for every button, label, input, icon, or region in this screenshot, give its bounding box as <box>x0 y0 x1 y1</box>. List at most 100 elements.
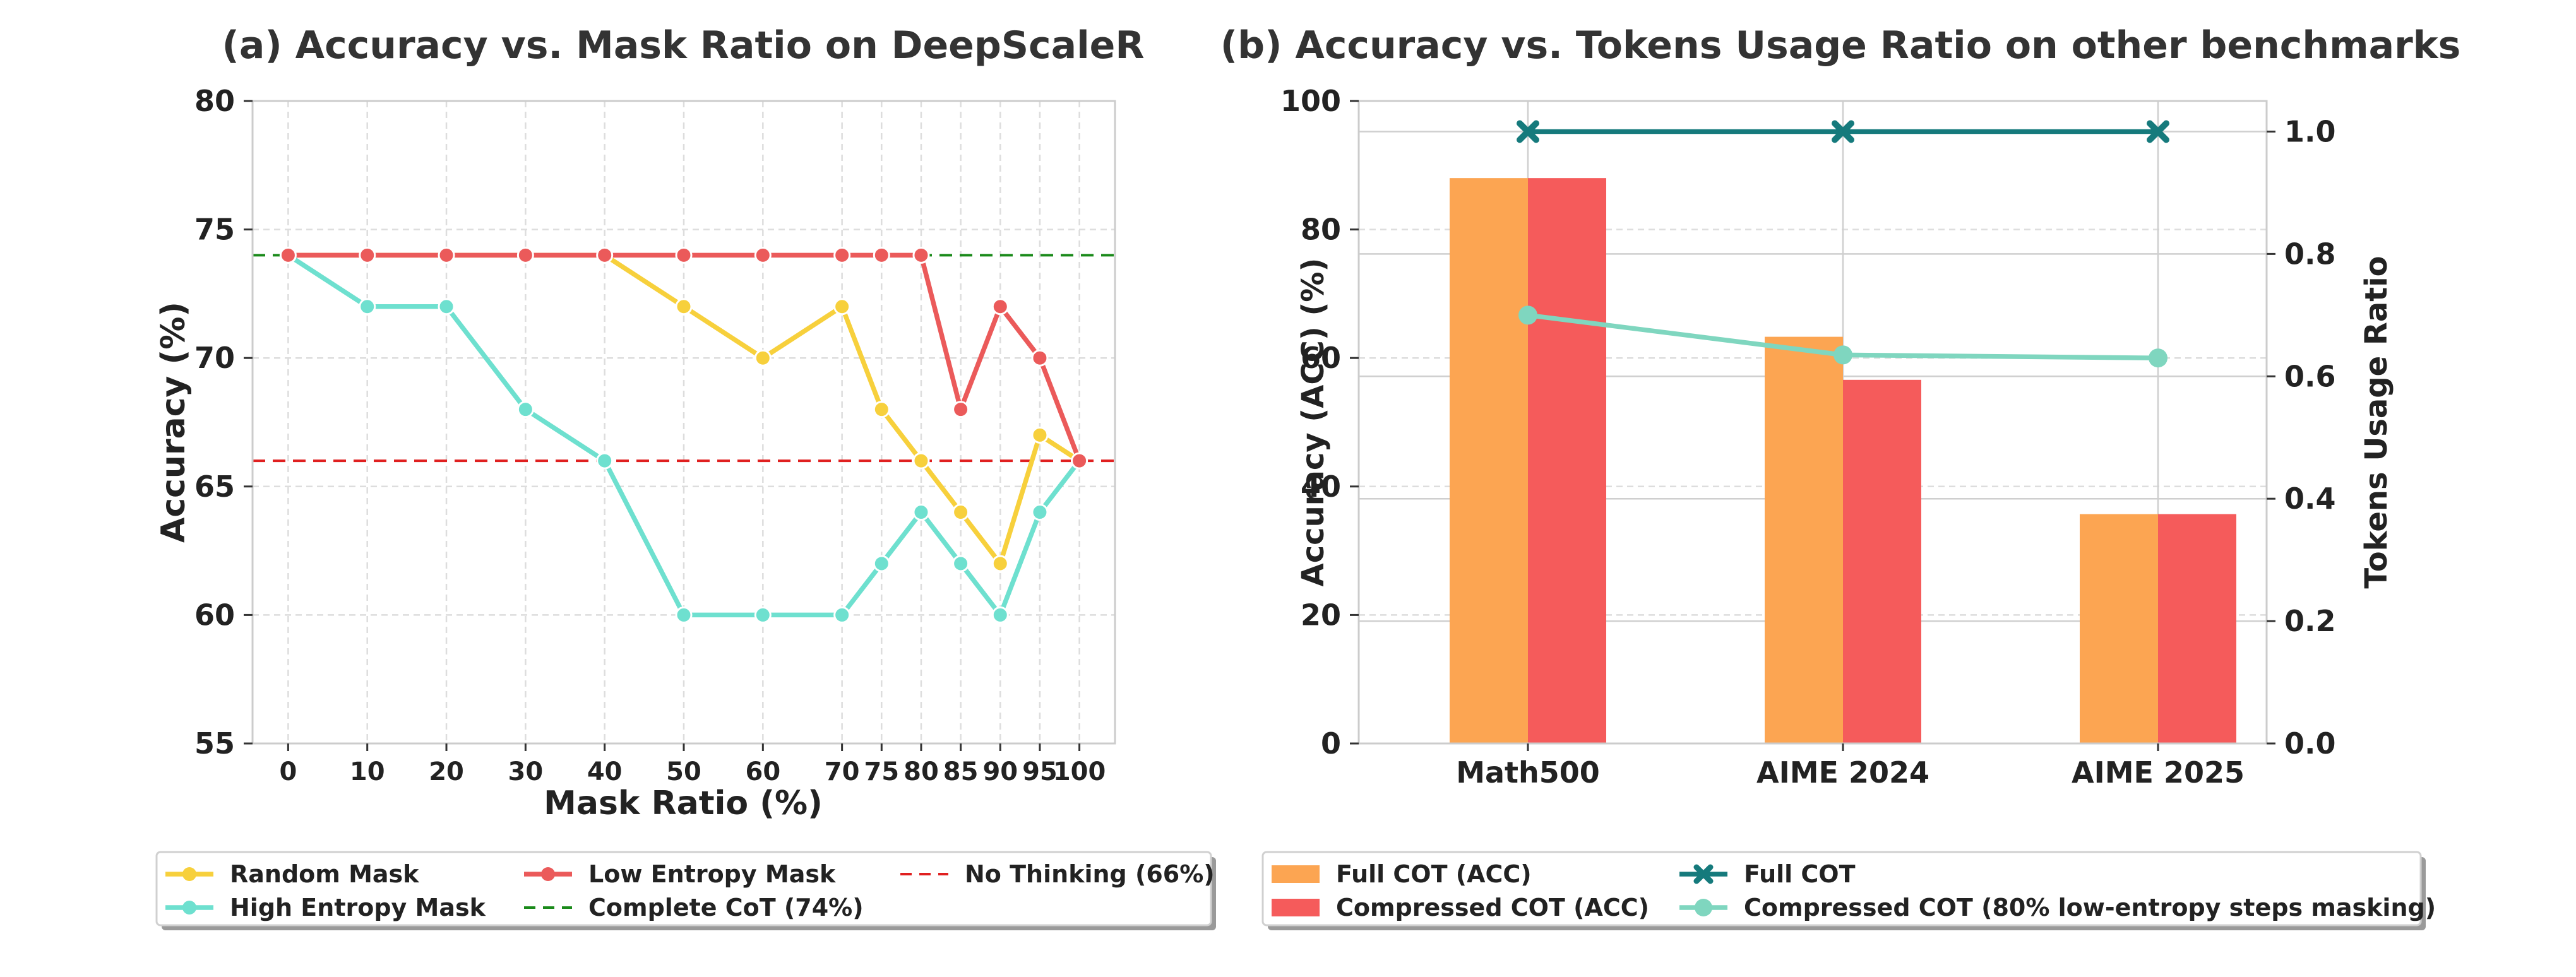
legend-item: Complete CoT (74%) <box>524 894 864 921</box>
panel-b-x-ticks: Math500 AIME 2024 AIME 2025 <box>1456 743 2245 790</box>
data-point-random-mask <box>675 298 693 316</box>
panel-a-x-tick-label: 85 <box>943 757 979 786</box>
data-point-low-entropy-mask <box>873 246 890 264</box>
panel-b-y-axis-label-left: Accuracy (ACC) (%) <box>1296 258 1331 587</box>
legend-swatch-full-cot-acc <box>1272 865 1320 883</box>
legend-marker-full-cot <box>1693 864 1714 884</box>
legend-item: Full COT <box>1679 860 1856 888</box>
panel-b-y-tick-label-right: 0.8 <box>2284 237 2336 271</box>
data-point-high-entropy-mask <box>912 504 930 521</box>
panel-a-x-tick-label: 0 <box>279 757 297 786</box>
data-point-low-entropy-mask <box>438 246 455 264</box>
panel-a-y-tick-label: 75 <box>194 213 235 247</box>
panel-b-frame <box>1357 100 2268 745</box>
panel-b-title: (b) Accuracy vs. Tokens Usage Ratio on o… <box>1220 23 2461 68</box>
bar-compressed-cot-acc-aime-2025 <box>2158 514 2236 743</box>
data-point-random-mask <box>873 401 890 418</box>
data-point-low-entropy-mask <box>675 246 693 264</box>
panel-a-x-axis-label: Mask Ratio (%) <box>544 785 823 822</box>
panel-a-x-tick-label: 80 <box>903 757 939 786</box>
bar-full-cot-acc-aime-2024 <box>1765 336 1843 743</box>
legend-marker-high-entropy-mask <box>182 901 196 915</box>
data-point-high-entropy-mask <box>833 606 851 624</box>
data-point-random-mask <box>754 349 772 367</box>
bar-full-cot-acc-aime-2025 <box>2080 514 2158 743</box>
legend-label: Random Mask <box>230 860 419 888</box>
data-point-full-cot <box>1517 120 1539 143</box>
panel-b-y-ticks-left: 0 20 40 60 80 100 <box>1280 84 1359 761</box>
panel-a-x-tick-label: 40 <box>587 757 623 786</box>
panel-a-y-tick-label: 65 <box>194 470 235 504</box>
panel-b-y-tick-label-right: 1.0 <box>2284 114 2336 148</box>
legend-swatch-compressed-cot-acc <box>1272 899 1320 916</box>
data-point-low-entropy-mask <box>596 246 614 264</box>
panel-b-y-axis-label-right: Tokens Usage Ratio <box>2359 256 2394 588</box>
panel-a-x-tick-label: 90 <box>982 757 1018 786</box>
data-point-low-entropy-mask <box>1071 452 1088 470</box>
data-point-random-mask <box>912 452 930 470</box>
legend-marker-low-entropy-mask <box>541 867 555 881</box>
data-point-low-entropy-mask <box>912 246 930 264</box>
data-point-high-entropy-mask <box>873 555 890 572</box>
data-point-compressed-cot-80-low-entropy-steps-masking <box>1834 345 1852 365</box>
data-point-high-entropy-mask <box>438 298 455 316</box>
panel-b-y-tick-label-left: 80 <box>1301 213 1341 247</box>
legend-item: Compressed COT (ACC) <box>1272 894 1649 921</box>
panel-b: (b) Accuracy vs. Tokens Usage Ratio on o… <box>1220 23 2461 930</box>
panel-a-x-tick-label: 95 <box>1022 757 1058 786</box>
data-point-low-entropy-mask <box>359 246 376 264</box>
legend-label: Compressed COT (ACC) <box>1336 894 1649 921</box>
data-point-random-mask <box>991 555 1009 572</box>
legend-item: Full COT (ACC) <box>1272 860 1532 888</box>
panel-a-y-axis-label: Accuracy (%) <box>155 302 193 543</box>
legend-item: Compressed COT (80% low-entropy steps ma… <box>1679 894 2436 921</box>
panel-a-y-tick-label: 55 <box>194 726 235 761</box>
series-line-low-entropy-mask <box>285 252 1082 463</box>
panel-a-plot-area <box>253 101 1115 743</box>
data-point-high-entropy-mask <box>516 401 534 418</box>
panel-b-y-tick-label-left: 0 <box>1321 726 1341 761</box>
data-point-compressed-cot-80-low-entropy-steps-masking <box>2149 348 2168 368</box>
data-point-random-mask <box>952 504 970 521</box>
panel-b-y-tick-label-left: 40 <box>1301 470 1341 504</box>
panel-b-y-tick-label-left: 60 <box>1301 341 1341 375</box>
panel-b-legend: Full COT (ACC) Compressed COT (ACC) Full C… <box>1261 851 2436 930</box>
legend-label: Low Entropy Mask <box>588 860 836 888</box>
legend-item: Random Mask <box>165 860 419 888</box>
panel-a-x-tick-label: 75 <box>864 757 899 786</box>
panel-b-y-tick-label-right: 0.0 <box>2284 726 2336 761</box>
legend-label: Full COT (ACC) <box>1336 860 1532 888</box>
data-point-low-entropy-mask <box>833 246 851 264</box>
panel-a-series <box>279 246 1088 624</box>
panel-b-y-tick-label-right: 0.6 <box>2284 359 2336 393</box>
legend-label: Full COT <box>1744 860 1856 888</box>
legend-marker-compressed-cot-80-low-entropy-steps-masking <box>1695 899 1712 916</box>
panel-b-y-tick-label-right: 0.4 <box>2284 482 2336 516</box>
panel-a-legend: Random Mask High Entropy Mask Low Entropy … <box>155 851 1216 930</box>
data-point-low-entropy-mask <box>279 246 297 264</box>
legend-item: High Entropy Mask <box>165 894 486 921</box>
legend-marker-random-mask <box>182 867 196 881</box>
panel-a-x-tick-label: 70 <box>825 757 860 786</box>
data-point-high-entropy-mask <box>754 606 772 624</box>
data-point-high-entropy-mask <box>596 452 614 470</box>
data-point-low-entropy-mask <box>516 246 534 264</box>
bar-compressed-cot-acc-aime-2024 <box>1843 379 1921 743</box>
data-point-low-entropy-mask <box>1031 349 1049 367</box>
series-compressed-cot-80-low-entropy-steps-masking <box>1518 305 2168 368</box>
series-full-cot <box>1517 120 2169 143</box>
panel-a-x-tick-label: 30 <box>508 757 544 786</box>
legend-label: Complete CoT (74%) <box>588 894 864 921</box>
data-point-high-entropy-mask <box>359 298 376 316</box>
data-point-full-cot <box>1832 120 1854 143</box>
legend-item: No Thinking (66%) <box>900 860 1215 888</box>
panel-a-x-tick-label: 20 <box>429 757 464 786</box>
data-point-high-entropy-mask <box>675 606 693 624</box>
panel-b-y-tick-label-left: 100 <box>1280 84 1341 118</box>
data-point-low-entropy-mask <box>754 246 772 264</box>
panel-a-x-tick-label: 60 <box>745 757 780 786</box>
panel-a-x-tick-label: 50 <box>666 757 701 786</box>
panel-a-title: (a) Accuracy vs. Mask Ratio on DeepScale… <box>222 23 1144 68</box>
legend-label: High Entropy Mask <box>230 894 486 921</box>
